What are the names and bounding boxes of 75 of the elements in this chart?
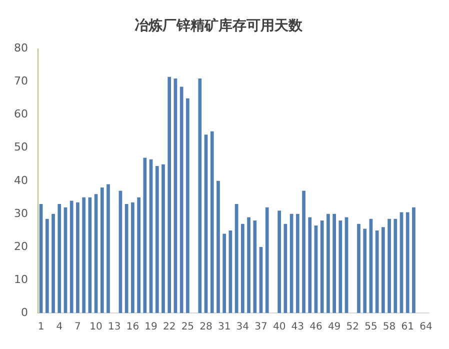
bar <box>58 204 62 313</box>
y-tick-label: 70 <box>14 74 28 88</box>
x-tick-label: 34 <box>236 322 250 333</box>
bar <box>131 202 134 313</box>
bar <box>388 218 391 313</box>
y-tick-label: 80 <box>14 42 28 55</box>
x-tick-label: 40 <box>272 322 286 333</box>
bar <box>106 184 110 313</box>
bar <box>406 212 410 313</box>
x-tick-label: 46 <box>310 322 322 333</box>
bar <box>186 98 190 313</box>
x-tick-label: 4 <box>56 322 63 333</box>
x-tick-label: 25 <box>181 322 194 333</box>
bar <box>308 217 312 313</box>
bar <box>222 234 226 313</box>
bar <box>278 210 281 313</box>
y-tick-label: 50 <box>14 140 28 154</box>
bar <box>338 220 342 313</box>
bar <box>302 190 306 313</box>
x-tick-label: 16 <box>126 322 140 333</box>
bar <box>124 204 128 313</box>
x-tick-label: 43 <box>291 322 304 333</box>
bar <box>100 188 104 313</box>
bar <box>216 180 220 313</box>
x-tick-label: 1 <box>38 322 44 333</box>
bar <box>52 214 55 313</box>
bar <box>240 224 244 313</box>
bar <box>143 158 147 313</box>
bar <box>375 230 379 313</box>
bar <box>326 214 330 313</box>
y-tick-label: 10 <box>14 272 28 286</box>
y-tick-label: 60 <box>14 108 28 121</box>
x-tick-label: 22 <box>162 322 176 333</box>
bar <box>357 224 360 313</box>
bar <box>265 207 269 313</box>
bar <box>344 217 348 313</box>
x-tick-label: 13 <box>108 322 121 333</box>
x-tick-label: 55 <box>364 322 378 333</box>
chart-title: 冶炼厂锌精矿库存可用天数 <box>134 17 304 34</box>
bar <box>155 166 159 313</box>
bar <box>247 217 250 313</box>
bar <box>284 224 288 313</box>
bar <box>332 214 336 313</box>
bar <box>162 164 165 313</box>
y-tick-label: 20 <box>14 240 28 253</box>
x-tick-label: 61 <box>401 322 414 333</box>
bar <box>88 197 92 313</box>
x-tick-label: 28 <box>200 322 212 333</box>
x-tick-label: 37 <box>254 322 268 333</box>
bar <box>320 220 324 313</box>
bar <box>168 76 172 313</box>
bar <box>70 200 74 313</box>
x-tick-label: 31 <box>218 322 231 333</box>
bar <box>394 218 398 313</box>
bar <box>45 218 49 313</box>
bar <box>82 197 86 313</box>
x-tick-label: 7 <box>74 322 81 333</box>
bar <box>363 228 367 313</box>
y-tick-label: 30 <box>14 206 28 220</box>
bar <box>382 227 385 313</box>
x-tick-label: 64 <box>420 322 432 333</box>
x-tick-label: 19 <box>144 322 158 333</box>
x-tick-label: 58 <box>382 322 396 333</box>
x-tick-label: 49 <box>328 322 341 333</box>
x-tick-label: 52 <box>346 322 359 333</box>
bar <box>296 214 300 313</box>
bar <box>412 207 416 313</box>
bar <box>76 202 80 313</box>
y-tick-label: 40 <box>14 174 28 187</box>
bar <box>198 78 202 313</box>
bar <box>253 220 257 313</box>
x-tick-label: 10 <box>90 322 102 333</box>
y-tick-label: 0 <box>20 306 28 319</box>
bar <box>137 197 140 313</box>
bar <box>210 131 214 313</box>
